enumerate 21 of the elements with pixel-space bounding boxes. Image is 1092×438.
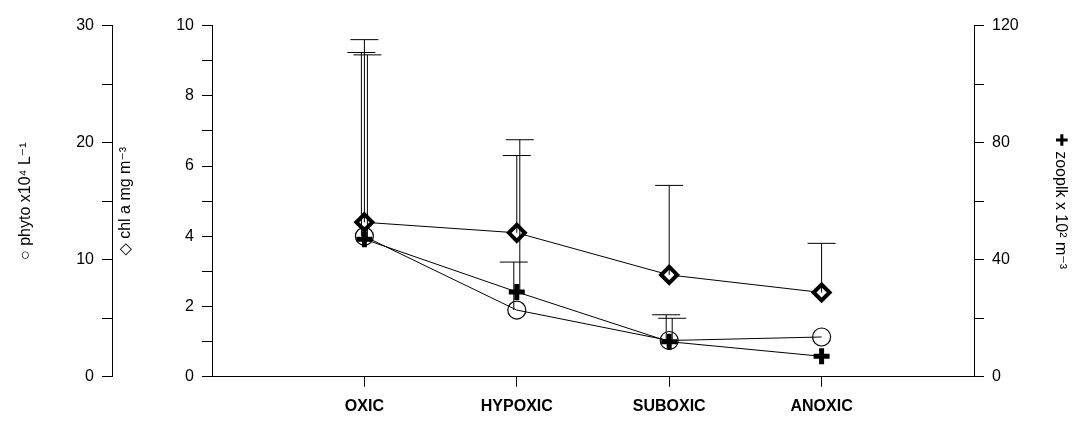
x-tick-label: ANOXIC [790, 396, 854, 414]
y-tick-label: 2 [185, 296, 195, 314]
y3-tick-label: 10 [76, 250, 95, 268]
x-tick-label: SUBOXIC [632, 396, 707, 414]
y-tick-label: 10 [176, 16, 195, 34]
y2-tick-label: 80 [992, 133, 1010, 151]
x-tick-label: HYPOXIC [480, 396, 554, 414]
y3-axis-title: ○ phyto x10⁴ L⁻¹ [16, 142, 34, 260]
y-tick-label: 0 [185, 367, 195, 385]
y3-tick-label: 30 [76, 16, 95, 34]
y-tick-label: 4 [185, 226, 195, 244]
y3-tick-label: 20 [76, 133, 95, 151]
y-axis-title: ◇ chl a mg m⁻³ [116, 146, 134, 256]
y2-tick-label: 40 [992, 250, 1010, 268]
y2-tick-label: 120 [992, 16, 1019, 34]
y2-axis-title: ✚ zooplk x 10² m⁻³ [1052, 133, 1070, 270]
y2-tick-label: 0 [992, 367, 1001, 385]
y3-tick-label: 0 [85, 367, 95, 385]
y-tick-label: 8 [185, 86, 195, 104]
x-tick-label: OXIC [344, 396, 385, 414]
y-tick-label: 6 [185, 156, 195, 174]
